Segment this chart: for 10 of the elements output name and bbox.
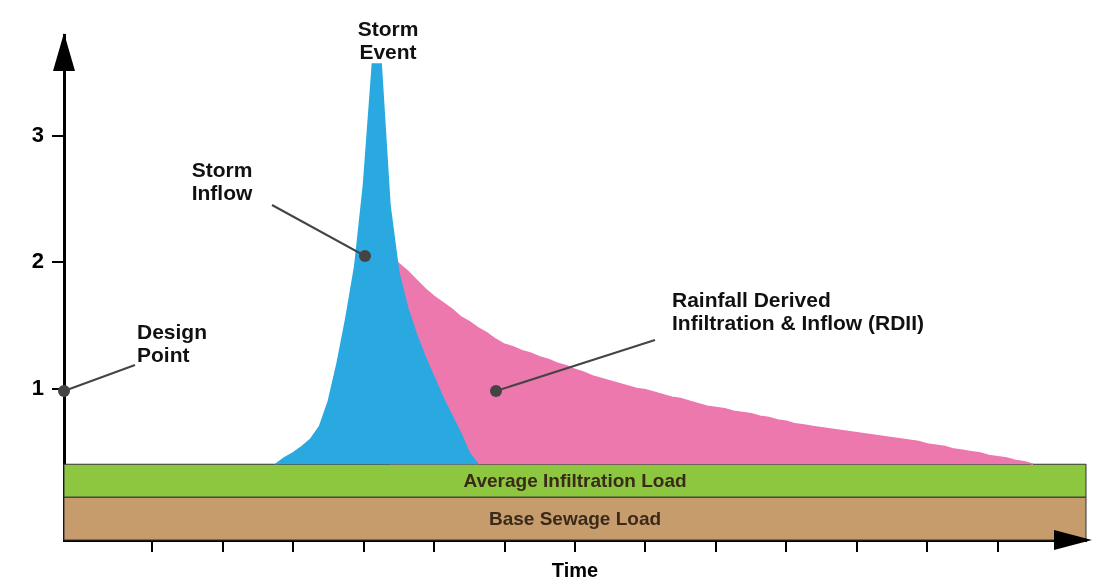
annotation: Rainfall Derived Infiltration & Inflow (RDII) (672, 288, 924, 335)
y-tick-label: 1 (31, 374, 44, 400)
annotation: Design Point (137, 320, 208, 367)
y-tick-label: 2 (31, 248, 44, 274)
band-label: Average Infiltration Load (463, 469, 687, 491)
annotation: Storm Event (357, 17, 419, 64)
band-label: Base Sewage Load (488, 507, 662, 529)
y-tick-label: 3 (31, 122, 44, 148)
annotation: Storm Inflow (191, 158, 253, 205)
x-axis-title: Time (551, 558, 599, 581)
